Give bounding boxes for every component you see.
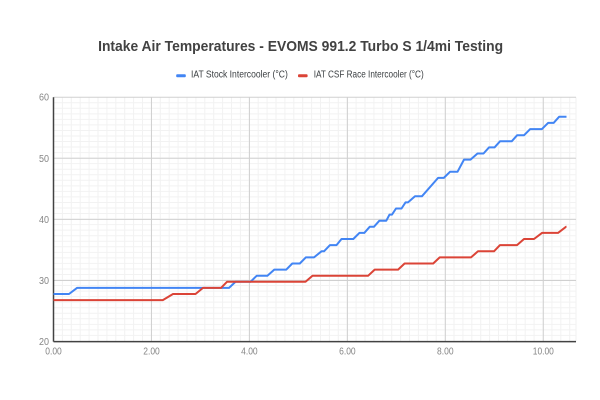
- svg-text:30: 30: [39, 276, 49, 287]
- svg-text:60: 60: [39, 93, 49, 104]
- svg-text:20: 20: [39, 337, 49, 348]
- svg-text:IAT Stock Intercooler (°C): IAT Stock Intercooler (°C): [191, 69, 288, 80]
- svg-text:Intake Air Temperatures - EVOM: Intake Air Temperatures - EVOMS 991.2 Tu…: [98, 38, 503, 55]
- svg-text:IAT CSF Race Intercooler (°C): IAT CSF Race Intercooler (°C): [314, 69, 424, 80]
- svg-text:40: 40: [39, 215, 49, 226]
- svg-text:4.00: 4.00: [241, 347, 258, 358]
- svg-text:8.00: 8.00: [437, 347, 454, 358]
- svg-text:6.00: 6.00: [339, 347, 356, 358]
- svg-text:50: 50: [39, 154, 49, 165]
- svg-text:0.00: 0.00: [45, 347, 62, 358]
- svg-text:10.00: 10.00: [533, 347, 554, 358]
- svg-text:2.00: 2.00: [143, 347, 160, 358]
